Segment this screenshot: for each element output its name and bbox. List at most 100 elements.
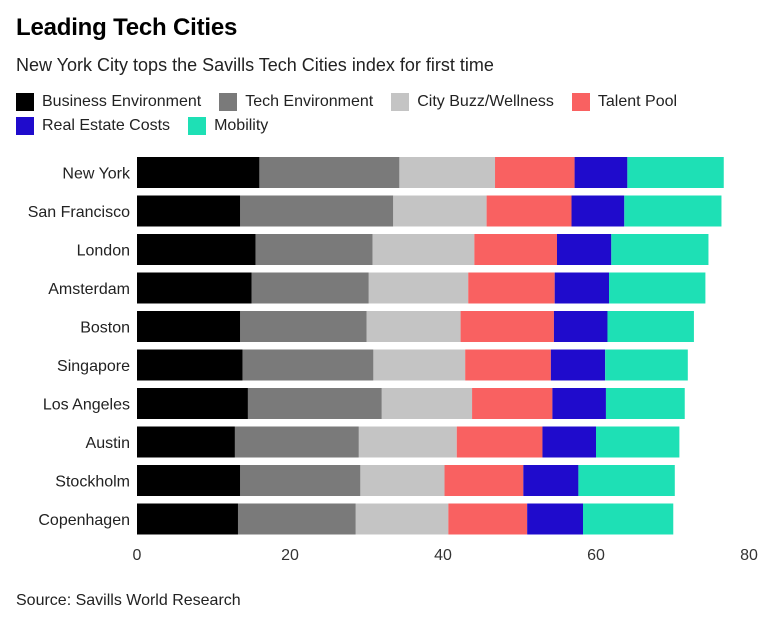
- bar-boston-mobility: [607, 311, 694, 342]
- bar-los-angeles-city-buzz-wellness: [381, 388, 473, 419]
- bar-austin-city-buzz-wellness: [358, 426, 457, 458]
- legend-item-real-estate-costs: Real Estate Costs: [16, 117, 170, 135]
- legend-row-2: Real Estate Costs Mobility: [16, 114, 756, 138]
- bar-new-york-city-buzz-wellness: [399, 157, 496, 188]
- bar-singapore-business-environment: [137, 349, 243, 381]
- source-note: Source: Savills World Research: [16, 592, 241, 609]
- bar-austin-business-environment: [137, 426, 235, 458]
- bar-los-angeles-business-environment: [137, 388, 248, 419]
- bar-singapore-real-estate-costs: [550, 349, 606, 381]
- bar-new-york-talent-pool: [495, 157, 575, 188]
- x-tick-label-80: 80: [740, 547, 758, 564]
- x-tick-label-20: 20: [281, 547, 299, 564]
- bar-amsterdam-talent-pool: [468, 272, 555, 304]
- bar-london-mobility: [611, 234, 709, 265]
- chart-title: Leading Tech Cities: [16, 14, 238, 41]
- legend-label-real-estate-costs: Real Estate Costs: [42, 117, 171, 134]
- bar-amsterdam-real-estate-costs: [554, 272, 610, 304]
- category-label-austin: Austin: [86, 435, 130, 452]
- x-tick-label-40: 40: [434, 547, 452, 564]
- bar-san-francisco-real-estate-costs: [571, 195, 625, 227]
- bar-copenhagen-talent-pool: [448, 503, 528, 535]
- legend-item-business-environment: Business Environment: [16, 93, 201, 111]
- bar-singapore-talent-pool: [465, 349, 551, 381]
- bar-san-francisco-city-buzz-wellness: [393, 195, 487, 227]
- bar-singapore-tech-environment: [242, 349, 374, 381]
- bar-stockholm-tech-environment: [240, 465, 361, 496]
- x-tick-label-60: 60: [587, 547, 605, 564]
- legend: Business Environment Tech Environment Ci…: [16, 90, 756, 138]
- bar-stockholm-real-estate-costs: [523, 465, 579, 496]
- chart-subtitle: New York City tops the Savills Tech Citi…: [16, 55, 494, 75]
- category-label-boston: Boston: [80, 320, 130, 337]
- bar-boston-business-environment: [137, 311, 241, 342]
- bar-austin-tech-environment: [234, 426, 359, 458]
- stacked-bar-chart: New York San Francisco London Amsterdam Bost…: [28, 157, 758, 564]
- legend-item-mobility: Mobility: [188, 117, 268, 135]
- bar-amsterdam-city-buzz-wellness: [368, 272, 469, 304]
- legend-swatch-real-estate-costs: [16, 117, 34, 135]
- legend-label-tech-environment: Tech Environment: [245, 93, 374, 110]
- bar-los-angeles-real-estate-costs: [552, 388, 606, 419]
- bar-london-city-buzz-wellness: [372, 234, 475, 265]
- bar-copenhagen-real-estate-costs: [527, 503, 583, 535]
- bar-stockholm-business-environment: [137, 465, 241, 496]
- bar-austin-real-estate-costs: [542, 426, 596, 458]
- legend-label-business-environment: Business Environment: [42, 93, 202, 110]
- category-label-copenhagen: Copenhagen: [38, 512, 130, 529]
- bar-stockholm-talent-pool: [444, 465, 524, 496]
- legend-label-city-buzz-wellness: City Buzz/Wellness: [417, 93, 554, 110]
- bar-austin-mobility: [596, 426, 680, 458]
- bar-new-york-mobility: [627, 157, 724, 188]
- category-label-singapore: Singapore: [57, 358, 130, 375]
- legend-label-mobility: Mobility: [214, 117, 269, 134]
- category-label-london: London: [77, 243, 130, 260]
- bar-amsterdam-business-environment: [137, 272, 252, 304]
- bar-new-york-tech-environment: [259, 157, 400, 188]
- bar-san-francisco-talent-pool: [486, 195, 572, 227]
- bar-los-angeles-tech-environment: [247, 388, 382, 419]
- bar-los-angeles-talent-pool: [472, 388, 553, 419]
- bar-copenhagen-city-buzz-wellness: [355, 503, 449, 535]
- legend-swatch-mobility: [188, 117, 207, 135]
- bar-los-angeles-mobility: [605, 388, 685, 419]
- legend-swatch-talent-pool: [571, 93, 590, 111]
- bar-stockholm-city-buzz-wellness: [360, 465, 445, 496]
- bar-san-francisco-mobility: [624, 195, 722, 227]
- bar-san-francisco-tech-environment: [240, 195, 394, 227]
- bar-new-york-real-estate-costs: [574, 157, 628, 188]
- bar-london-real-estate-costs: [556, 234, 612, 265]
- legend-item-talent-pool: Talent Pool: [571, 93, 678, 111]
- bar-london-talent-pool: [474, 234, 557, 265]
- bar-new-york-business-environment: [137, 157, 260, 188]
- category-label-san-francisco: San Francisco: [28, 204, 130, 221]
- bar-singapore-city-buzz-wellness: [373, 349, 466, 381]
- x-tick-label-0: 0: [133, 547, 142, 564]
- bar-stockholm-mobility: [578, 465, 675, 496]
- bar-austin-talent-pool: [456, 426, 543, 458]
- legend-label-talent-pool: Talent Pool: [597, 93, 678, 110]
- bar-boston-real-estate-costs: [553, 311, 608, 342]
- legend-item-city-buzz-wellness: City Buzz/Wellness: [391, 93, 554, 111]
- category-label-new-york: New York: [62, 166, 131, 183]
- legend-swatch-city-buzz-wellness: [391, 93, 410, 111]
- bar-san-francisco-business-environment: [137, 195, 241, 227]
- category-label-amsterdam: Amsterdam: [48, 281, 130, 298]
- legend-swatch-tech-environment: [219, 93, 238, 111]
- bar-singapore-mobility: [605, 349, 688, 381]
- category-label-stockholm: Stockholm: [55, 474, 130, 491]
- bar-copenhagen-business-environment: [137, 503, 238, 535]
- bar-copenhagen-mobility: [582, 503, 674, 535]
- bar-copenhagen-tech-environment: [237, 503, 356, 535]
- bar-boston-city-buzz-wellness: [366, 311, 461, 342]
- legend-swatch-business-environment: [16, 93, 34, 111]
- category-label-los-angeles: Los Angeles: [43, 397, 130, 414]
- legend-item-tech-environment: Tech Environment: [219, 93, 373, 111]
- bar-boston-talent-pool: [460, 311, 554, 342]
- bar-boston-tech-environment: [240, 311, 367, 342]
- bar-amsterdam-tech-environment: [251, 272, 369, 304]
- bar-london-tech-environment: [255, 234, 373, 265]
- bar-london-business-environment: [137, 234, 256, 265]
- bar-amsterdam-mobility: [609, 272, 706, 304]
- legend-row-1: Business Environment Tech Environment Ci…: [16, 90, 756, 114]
